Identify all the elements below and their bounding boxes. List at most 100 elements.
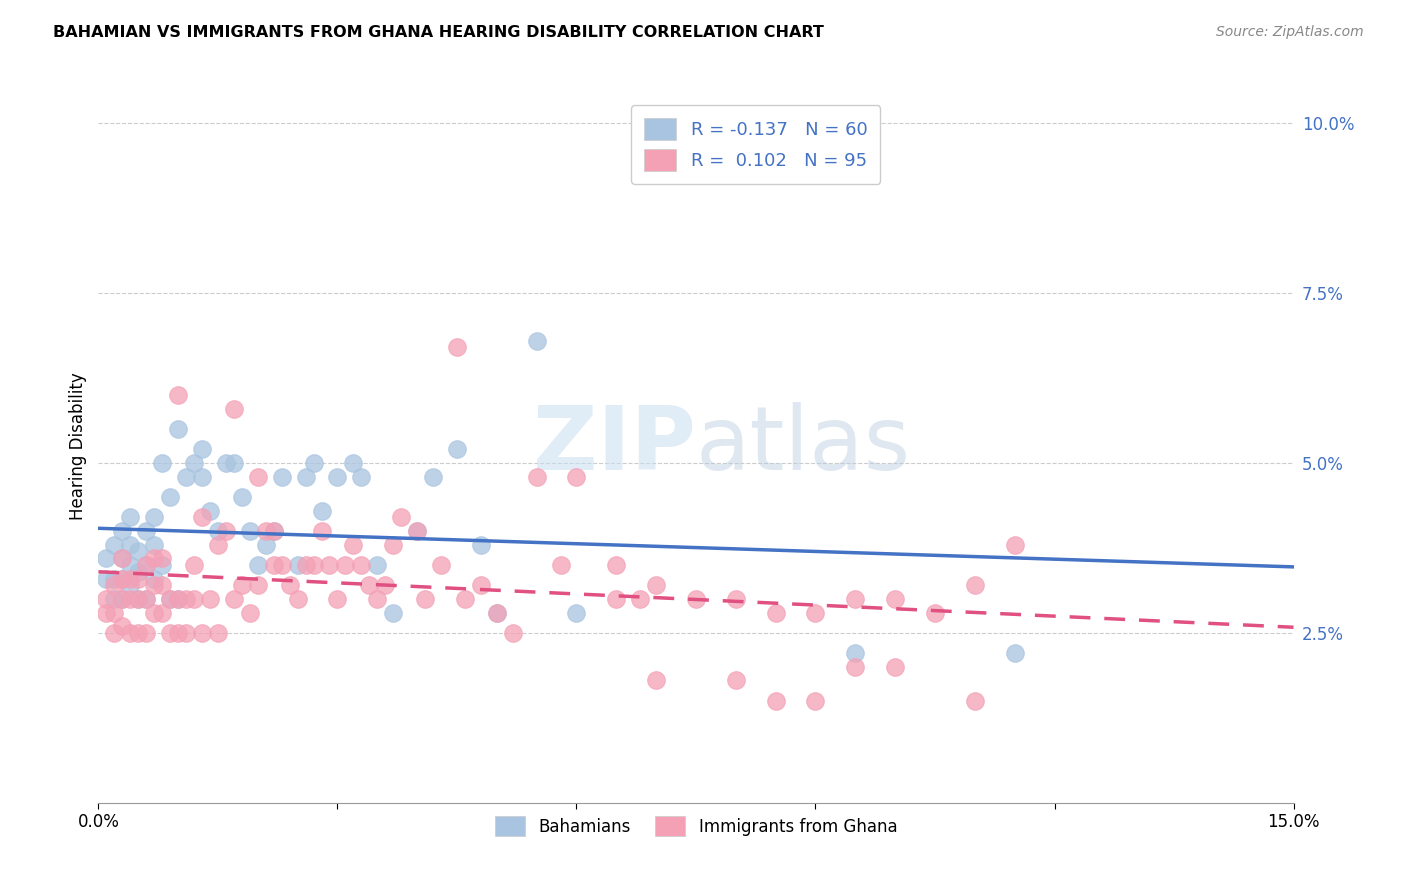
Point: [167, 422, 190, 436]
Point: [231, 578, 253, 592]
Point: [294, 558, 316, 572]
Point: [246, 469, 269, 483]
Point: [287, 558, 309, 572]
Point: [422, 469, 444, 483]
Point: [884, 591, 907, 606]
Point: [191, 510, 214, 524]
Point: [127, 572, 149, 586]
Point: [350, 469, 373, 483]
Point: [645, 673, 668, 688]
Point: [174, 591, 197, 606]
Point: [96, 591, 118, 606]
Point: [103, 606, 125, 620]
Point: [167, 388, 190, 402]
Point: [215, 456, 238, 470]
Point: [183, 591, 205, 606]
Point: [804, 606, 827, 620]
Point: [1004, 646, 1026, 660]
Point: [884, 660, 907, 674]
Point: [350, 558, 373, 572]
Point: [127, 591, 149, 606]
Point: [120, 626, 142, 640]
Point: [222, 591, 245, 606]
Point: [120, 510, 142, 524]
Point: [222, 401, 245, 416]
Point: [103, 572, 125, 586]
Point: [159, 490, 181, 504]
Point: [167, 591, 190, 606]
Point: [263, 524, 285, 538]
Point: [374, 578, 396, 592]
Point: [103, 626, 125, 640]
Point: [263, 524, 285, 538]
Point: [565, 469, 588, 483]
Point: [159, 591, 181, 606]
Point: [254, 537, 277, 551]
Point: [844, 591, 866, 606]
Point: [191, 626, 214, 640]
Point: [382, 537, 405, 551]
Point: [263, 558, 285, 572]
Point: [470, 578, 492, 592]
Point: [924, 606, 946, 620]
Point: [765, 606, 787, 620]
Point: [605, 591, 627, 606]
Point: [963, 578, 986, 592]
Point: [844, 646, 866, 660]
Text: atlas: atlas: [696, 402, 911, 490]
Point: [550, 558, 572, 572]
Point: [359, 578, 381, 592]
Point: [724, 673, 747, 688]
Point: [198, 503, 221, 517]
Point: [159, 626, 181, 640]
Point: [111, 619, 134, 633]
Point: [254, 524, 277, 538]
Point: [318, 558, 340, 572]
Point: [342, 537, 364, 551]
Point: [724, 591, 747, 606]
Point: [135, 558, 157, 572]
Point: [294, 469, 316, 483]
Point: [127, 626, 149, 640]
Text: ZIP: ZIP: [533, 402, 696, 490]
Point: [485, 606, 508, 620]
Point: [302, 456, 325, 470]
Point: [270, 469, 292, 483]
Point: [470, 537, 492, 551]
Point: [159, 591, 181, 606]
Point: [302, 558, 325, 572]
Point: [96, 606, 118, 620]
Point: [239, 606, 262, 620]
Point: [287, 591, 309, 606]
Point: [103, 578, 125, 592]
Point: [222, 456, 245, 470]
Point: [143, 551, 166, 566]
Point: [366, 558, 388, 572]
Point: [111, 572, 134, 586]
Point: [150, 456, 173, 470]
Point: [111, 524, 134, 538]
Point: [382, 606, 405, 620]
Point: [207, 626, 229, 640]
Point: [111, 551, 134, 566]
Point: [103, 591, 125, 606]
Point: [844, 660, 866, 674]
Point: [96, 572, 118, 586]
Point: [174, 626, 197, 640]
Legend: Bahamians, Immigrants from Ghana: Bahamians, Immigrants from Ghana: [484, 805, 908, 848]
Point: [406, 524, 429, 538]
Point: [120, 572, 142, 586]
Point: [366, 591, 388, 606]
Point: [963, 694, 986, 708]
Point: [215, 524, 238, 538]
Point: [167, 591, 190, 606]
Point: [120, 578, 142, 592]
Point: [191, 469, 214, 483]
Text: BAHAMIAN VS IMMIGRANTS FROM GHANA HEARING DISABILITY CORRELATION CHART: BAHAMIAN VS IMMIGRANTS FROM GHANA HEARIN…: [53, 25, 824, 40]
Point: [685, 591, 707, 606]
Point: [413, 591, 436, 606]
Text: Source: ZipAtlas.com: Source: ZipAtlas.com: [1216, 25, 1364, 39]
Point: [150, 578, 173, 592]
Point: [342, 456, 364, 470]
Point: [446, 341, 468, 355]
